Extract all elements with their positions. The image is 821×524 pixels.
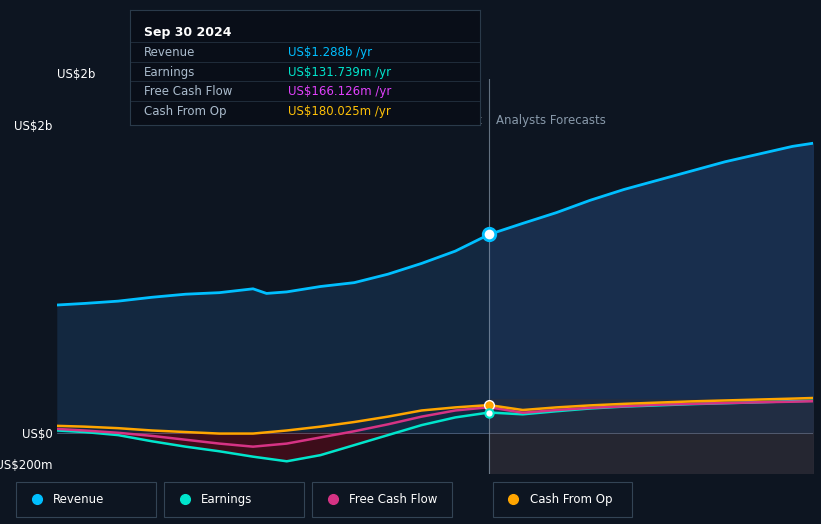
Text: Earnings: Earnings — [144, 66, 195, 79]
Text: Revenue: Revenue — [53, 493, 105, 506]
Bar — [16, 482, 156, 517]
Text: US$131.739m /yr: US$131.739m /yr — [287, 66, 391, 79]
Bar — [312, 482, 452, 517]
Text: Past: Past — [458, 114, 482, 127]
Text: Analysts Forecasts: Analysts Forecasts — [496, 114, 606, 127]
Bar — [493, 482, 632, 517]
Text: Sep 30 2024: Sep 30 2024 — [144, 26, 232, 39]
Text: Cash From Op: Cash From Op — [530, 493, 612, 506]
Bar — [164, 482, 304, 517]
Text: US$166.126m /yr: US$166.126m /yr — [287, 85, 391, 98]
Text: Revenue: Revenue — [144, 46, 195, 59]
Text: Free Cash Flow: Free Cash Flow — [349, 493, 438, 506]
Text: US$180.025m /yr: US$180.025m /yr — [287, 105, 390, 118]
Text: Free Cash Flow: Free Cash Flow — [144, 85, 232, 98]
Text: US$1.288b /yr: US$1.288b /yr — [287, 46, 372, 59]
Text: Earnings: Earnings — [201, 493, 253, 506]
Text: US$2b: US$2b — [57, 68, 96, 81]
Text: Cash From Op: Cash From Op — [144, 105, 227, 118]
